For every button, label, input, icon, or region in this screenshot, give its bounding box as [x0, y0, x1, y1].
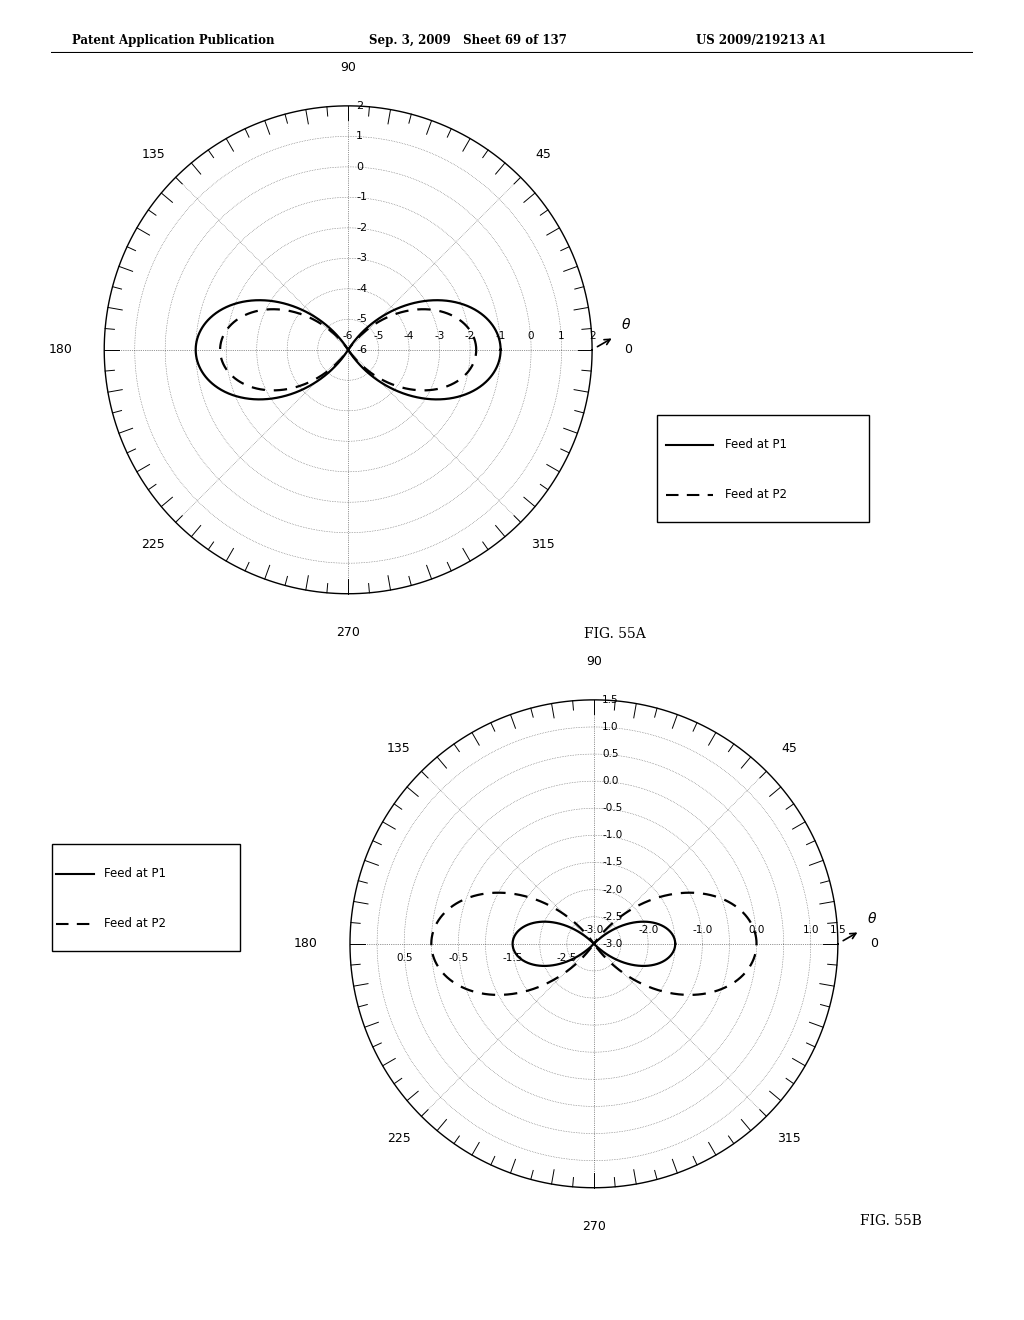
FancyBboxPatch shape	[52, 845, 240, 950]
Text: -2.0: -2.0	[602, 884, 623, 895]
Text: -1.0: -1.0	[602, 830, 623, 841]
Text: -2: -2	[465, 330, 475, 341]
Text: -4: -4	[403, 330, 415, 341]
Text: Feed at P2: Feed at P2	[104, 917, 166, 931]
Text: -3: -3	[434, 330, 444, 341]
Text: -0.5: -0.5	[449, 953, 469, 962]
Text: 0.5: 0.5	[396, 953, 413, 962]
Text: -5: -5	[374, 330, 384, 341]
Text: 90: 90	[586, 655, 602, 668]
Text: 2: 2	[356, 100, 364, 111]
Text: -2.0: -2.0	[638, 925, 658, 935]
Text: FIG. 55A: FIG. 55A	[584, 627, 645, 640]
Text: -1: -1	[356, 193, 368, 202]
Text: 2: 2	[589, 330, 595, 341]
Text: -2: -2	[356, 223, 368, 232]
Text: 0.0: 0.0	[602, 776, 618, 787]
Text: 0: 0	[527, 330, 535, 341]
Text: 1.5: 1.5	[602, 694, 618, 705]
Text: 0: 0	[624, 343, 632, 356]
Text: 225: 225	[141, 539, 165, 552]
Text: $\theta$: $\theta$	[622, 317, 632, 333]
Text: -6: -6	[343, 330, 353, 341]
FancyBboxPatch shape	[657, 414, 868, 521]
Text: Feed at P1: Feed at P1	[725, 438, 786, 451]
Text: 0: 0	[356, 162, 364, 172]
Text: 0: 0	[869, 937, 878, 950]
Text: 1.0: 1.0	[602, 722, 618, 733]
Text: 225: 225	[387, 1133, 411, 1146]
Text: 180: 180	[48, 343, 73, 356]
Text: 270: 270	[582, 1220, 606, 1233]
Text: 270: 270	[336, 626, 360, 639]
Text: -2.5: -2.5	[557, 953, 577, 962]
Text: -4: -4	[356, 284, 368, 294]
Text: -3.0: -3.0	[602, 939, 623, 949]
Text: 180: 180	[294, 937, 318, 950]
Text: -2.5: -2.5	[602, 912, 623, 921]
Text: Patent Application Publication: Patent Application Publication	[72, 34, 274, 48]
Text: 135: 135	[387, 742, 411, 755]
Text: -6: -6	[356, 345, 368, 355]
Text: 1.5: 1.5	[829, 925, 846, 935]
Text: US 2009/219213 A1: US 2009/219213 A1	[696, 34, 826, 48]
Text: FIG. 55B: FIG. 55B	[860, 1214, 922, 1228]
Text: 1.0: 1.0	[803, 925, 819, 935]
Text: -1: -1	[496, 330, 506, 341]
Text: $\theta$: $\theta$	[867, 911, 878, 927]
Text: Feed at P1: Feed at P1	[104, 867, 166, 880]
Text: -1.5: -1.5	[503, 953, 523, 962]
Text: Feed at P2: Feed at P2	[725, 488, 786, 502]
Text: -3: -3	[356, 253, 368, 263]
Text: -3.0: -3.0	[584, 925, 604, 935]
Text: -5: -5	[356, 314, 368, 325]
Text: 315: 315	[531, 539, 555, 552]
Text: 45: 45	[781, 742, 797, 755]
Text: 90: 90	[340, 61, 356, 74]
Text: -1.5: -1.5	[602, 858, 623, 867]
Text: 45: 45	[536, 148, 551, 161]
Text: 0.0: 0.0	[749, 925, 765, 935]
Text: 1: 1	[356, 132, 364, 141]
Text: 315: 315	[777, 1133, 801, 1146]
Text: -1.0: -1.0	[692, 925, 713, 935]
Text: Sep. 3, 2009   Sheet 69 of 137: Sep. 3, 2009 Sheet 69 of 137	[369, 34, 566, 48]
Text: 0.5: 0.5	[602, 748, 618, 759]
Text: 1: 1	[558, 330, 565, 341]
Text: -0.5: -0.5	[602, 804, 623, 813]
Text: 135: 135	[141, 148, 165, 161]
